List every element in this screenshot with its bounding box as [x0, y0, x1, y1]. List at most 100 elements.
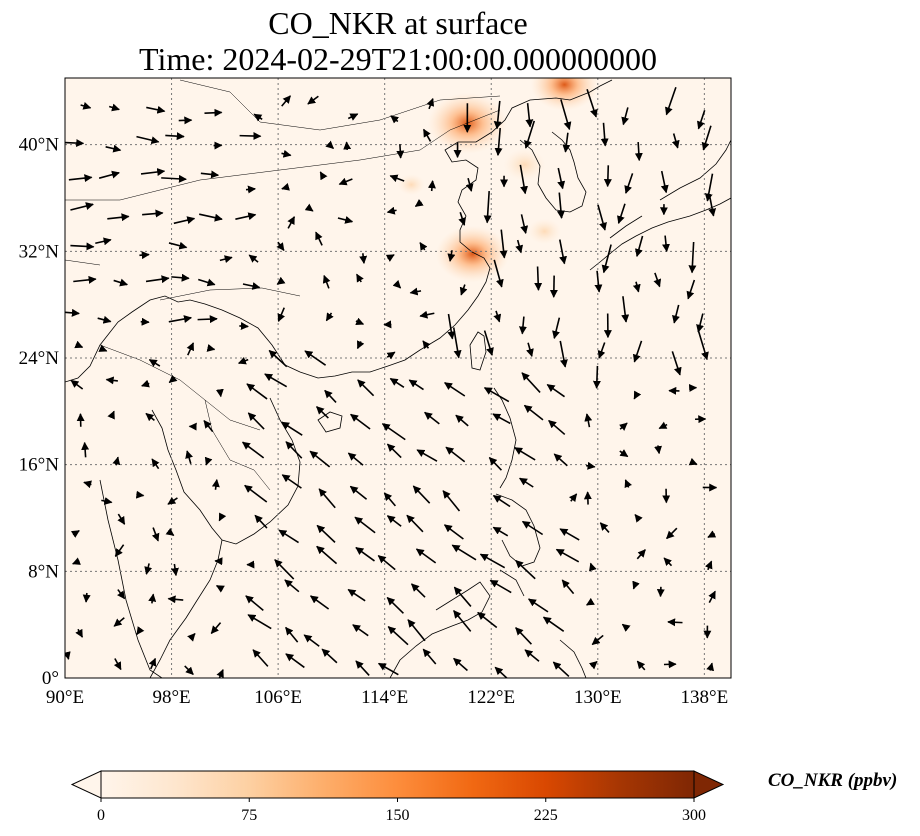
wind-vector — [70, 530, 80, 538]
wind-vector — [414, 198, 424, 208]
lon-tick-label: 90°E — [46, 687, 84, 708]
wind-vector — [653, 272, 662, 288]
wind-vector — [493, 259, 504, 288]
wind-vector — [244, 484, 268, 503]
wind-vector — [117, 589, 126, 600]
wind-vector — [252, 649, 269, 667]
wind-vector — [422, 128, 432, 142]
wind-vector — [447, 250, 456, 262]
wind-vector — [584, 413, 593, 428]
wind-vector — [254, 514, 268, 529]
wind-vector — [321, 648, 338, 664]
wind-vector — [483, 190, 492, 224]
wind-vector — [215, 584, 225, 593]
wind-vector — [617, 203, 626, 225]
wind-vector — [518, 477, 534, 488]
wind-vector — [697, 109, 706, 130]
wind-vector — [185, 450, 193, 464]
wind-vector — [135, 490, 145, 499]
wind-vector — [514, 447, 536, 461]
wind-vector — [603, 165, 612, 188]
lat-tick-label: 8°N — [28, 561, 59, 582]
inner-borders — [65, 79, 501, 491]
wind-vector — [534, 266, 543, 291]
wind-vector — [136, 135, 160, 145]
wind-vector — [171, 273, 190, 282]
wind-vector — [459, 284, 468, 296]
wind-vector — [493, 310, 502, 323]
colorbar-tick-label: 300 — [682, 807, 706, 824]
wind-vector — [632, 340, 643, 363]
wind-vector — [318, 488, 336, 509]
lat-tick-label: 40°N — [19, 135, 60, 156]
coastline-malay — [99, 479, 163, 678]
wind-vector — [304, 350, 327, 366]
lon-tick-label: 98°E — [152, 687, 190, 708]
wind-vector — [385, 254, 395, 262]
wind-vector — [151, 458, 160, 470]
wind-vector — [113, 617, 125, 627]
wind-vector — [146, 105, 166, 114]
wind-vector — [632, 281, 641, 293]
wind-vector — [559, 528, 580, 541]
wind-vector — [560, 99, 572, 131]
wind-vector — [686, 279, 696, 300]
wind-vector — [548, 419, 566, 436]
wind-vector — [355, 660, 370, 677]
wind-vector — [662, 235, 670, 253]
wind-vector — [352, 624, 369, 637]
wind-vector — [165, 527, 175, 537]
co-concentration-field — [65, 78, 731, 678]
wind-vector — [445, 446, 466, 463]
wind-vector — [557, 167, 566, 190]
wind-vector — [284, 579, 300, 593]
wind-vector — [624, 173, 634, 194]
wind-vector — [411, 583, 426, 598]
map-title: CO_NKR at surface — [268, 5, 528, 41]
wind-vector — [108, 103, 120, 112]
wind-vector — [276, 276, 286, 285]
wind-vector — [588, 562, 597, 572]
wind-vector — [671, 133, 680, 149]
colorbar-tick-label: 225 — [534, 807, 558, 824]
wind-vector — [70, 379, 84, 390]
wind-vector — [465, 177, 474, 192]
wind-vector — [319, 171, 328, 181]
wind-vector — [140, 317, 150, 326]
wind-vector — [377, 555, 396, 571]
lon-tick-label: 138°E — [681, 687, 729, 708]
wind-vector — [494, 127, 503, 157]
wind-vector — [665, 87, 677, 116]
wind-vector — [247, 412, 265, 430]
wind-vector — [204, 456, 213, 466]
wind-vector — [112, 456, 121, 466]
wind-vector — [636, 549, 646, 560]
wind-vector — [488, 457, 503, 471]
coastline-korea — [519, 131, 587, 213]
wind-vector — [422, 648, 437, 665]
wind-vector — [599, 522, 610, 533]
wind-vector — [285, 653, 305, 669]
wind-vector — [588, 660, 598, 670]
wind-vector — [390, 115, 400, 124]
wind-vector — [70, 242, 95, 251]
wind-vector — [515, 627, 533, 645]
wind-vector — [95, 237, 112, 246]
wind-vector — [621, 623, 631, 632]
wind-vector — [167, 496, 178, 505]
wind-vector — [325, 140, 335, 150]
coastline-asia — [65, 79, 613, 383]
colorbar: 0 75 150 225 300 — [70, 770, 725, 824]
wind-vectors — [65, 87, 718, 678]
wind-vector — [245, 185, 256, 194]
wind-vector — [483, 387, 510, 403]
wind-vector — [151, 527, 160, 542]
wind-vector — [524, 649, 540, 662]
wind-vector — [477, 611, 498, 629]
coastline-philippines — [493, 387, 587, 678]
colorbar-over-extend — [693, 770, 725, 799]
wind-vector — [325, 312, 334, 322]
wind-vector — [264, 373, 288, 388]
wind-vector — [453, 586, 472, 607]
wind-vector — [281, 95, 291, 107]
